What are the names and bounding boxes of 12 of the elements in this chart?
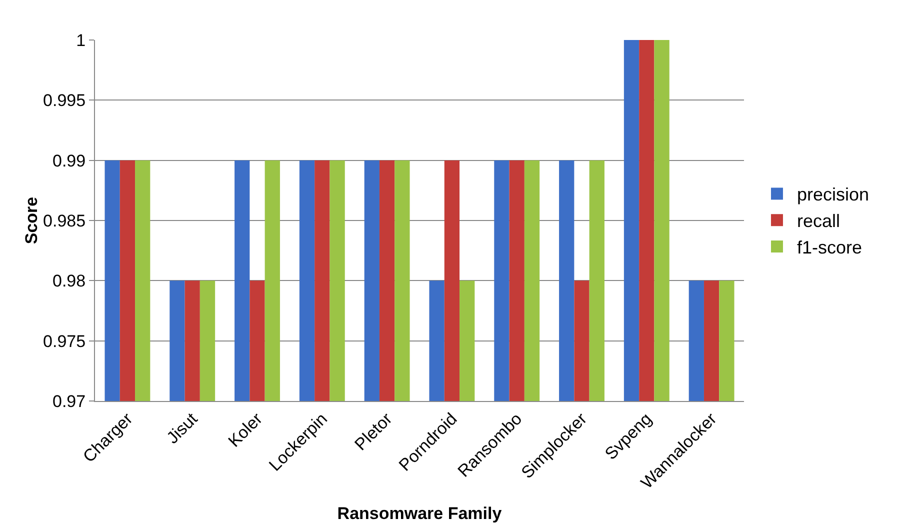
y-tick-label: 0.98 [52, 272, 86, 291]
y-tick-label: 0.97 [52, 392, 86, 411]
legend-label: f1-score [796, 238, 862, 258]
legend-label: precision [796, 184, 870, 205]
y-tick-label: 0.975 [43, 332, 86, 351]
y-tick-label: 0.99 [52, 151, 86, 170]
y-tick-label: 0.985 [43, 211, 86, 230]
y-tick-label: 1 [76, 30, 86, 50]
legend-label: recall [796, 211, 840, 232]
y-tick-label: 0.995 [43, 91, 86, 110]
x-axis-title: Ransomware Family [337, 504, 502, 523]
y-axis-title: Score [22, 196, 42, 244]
